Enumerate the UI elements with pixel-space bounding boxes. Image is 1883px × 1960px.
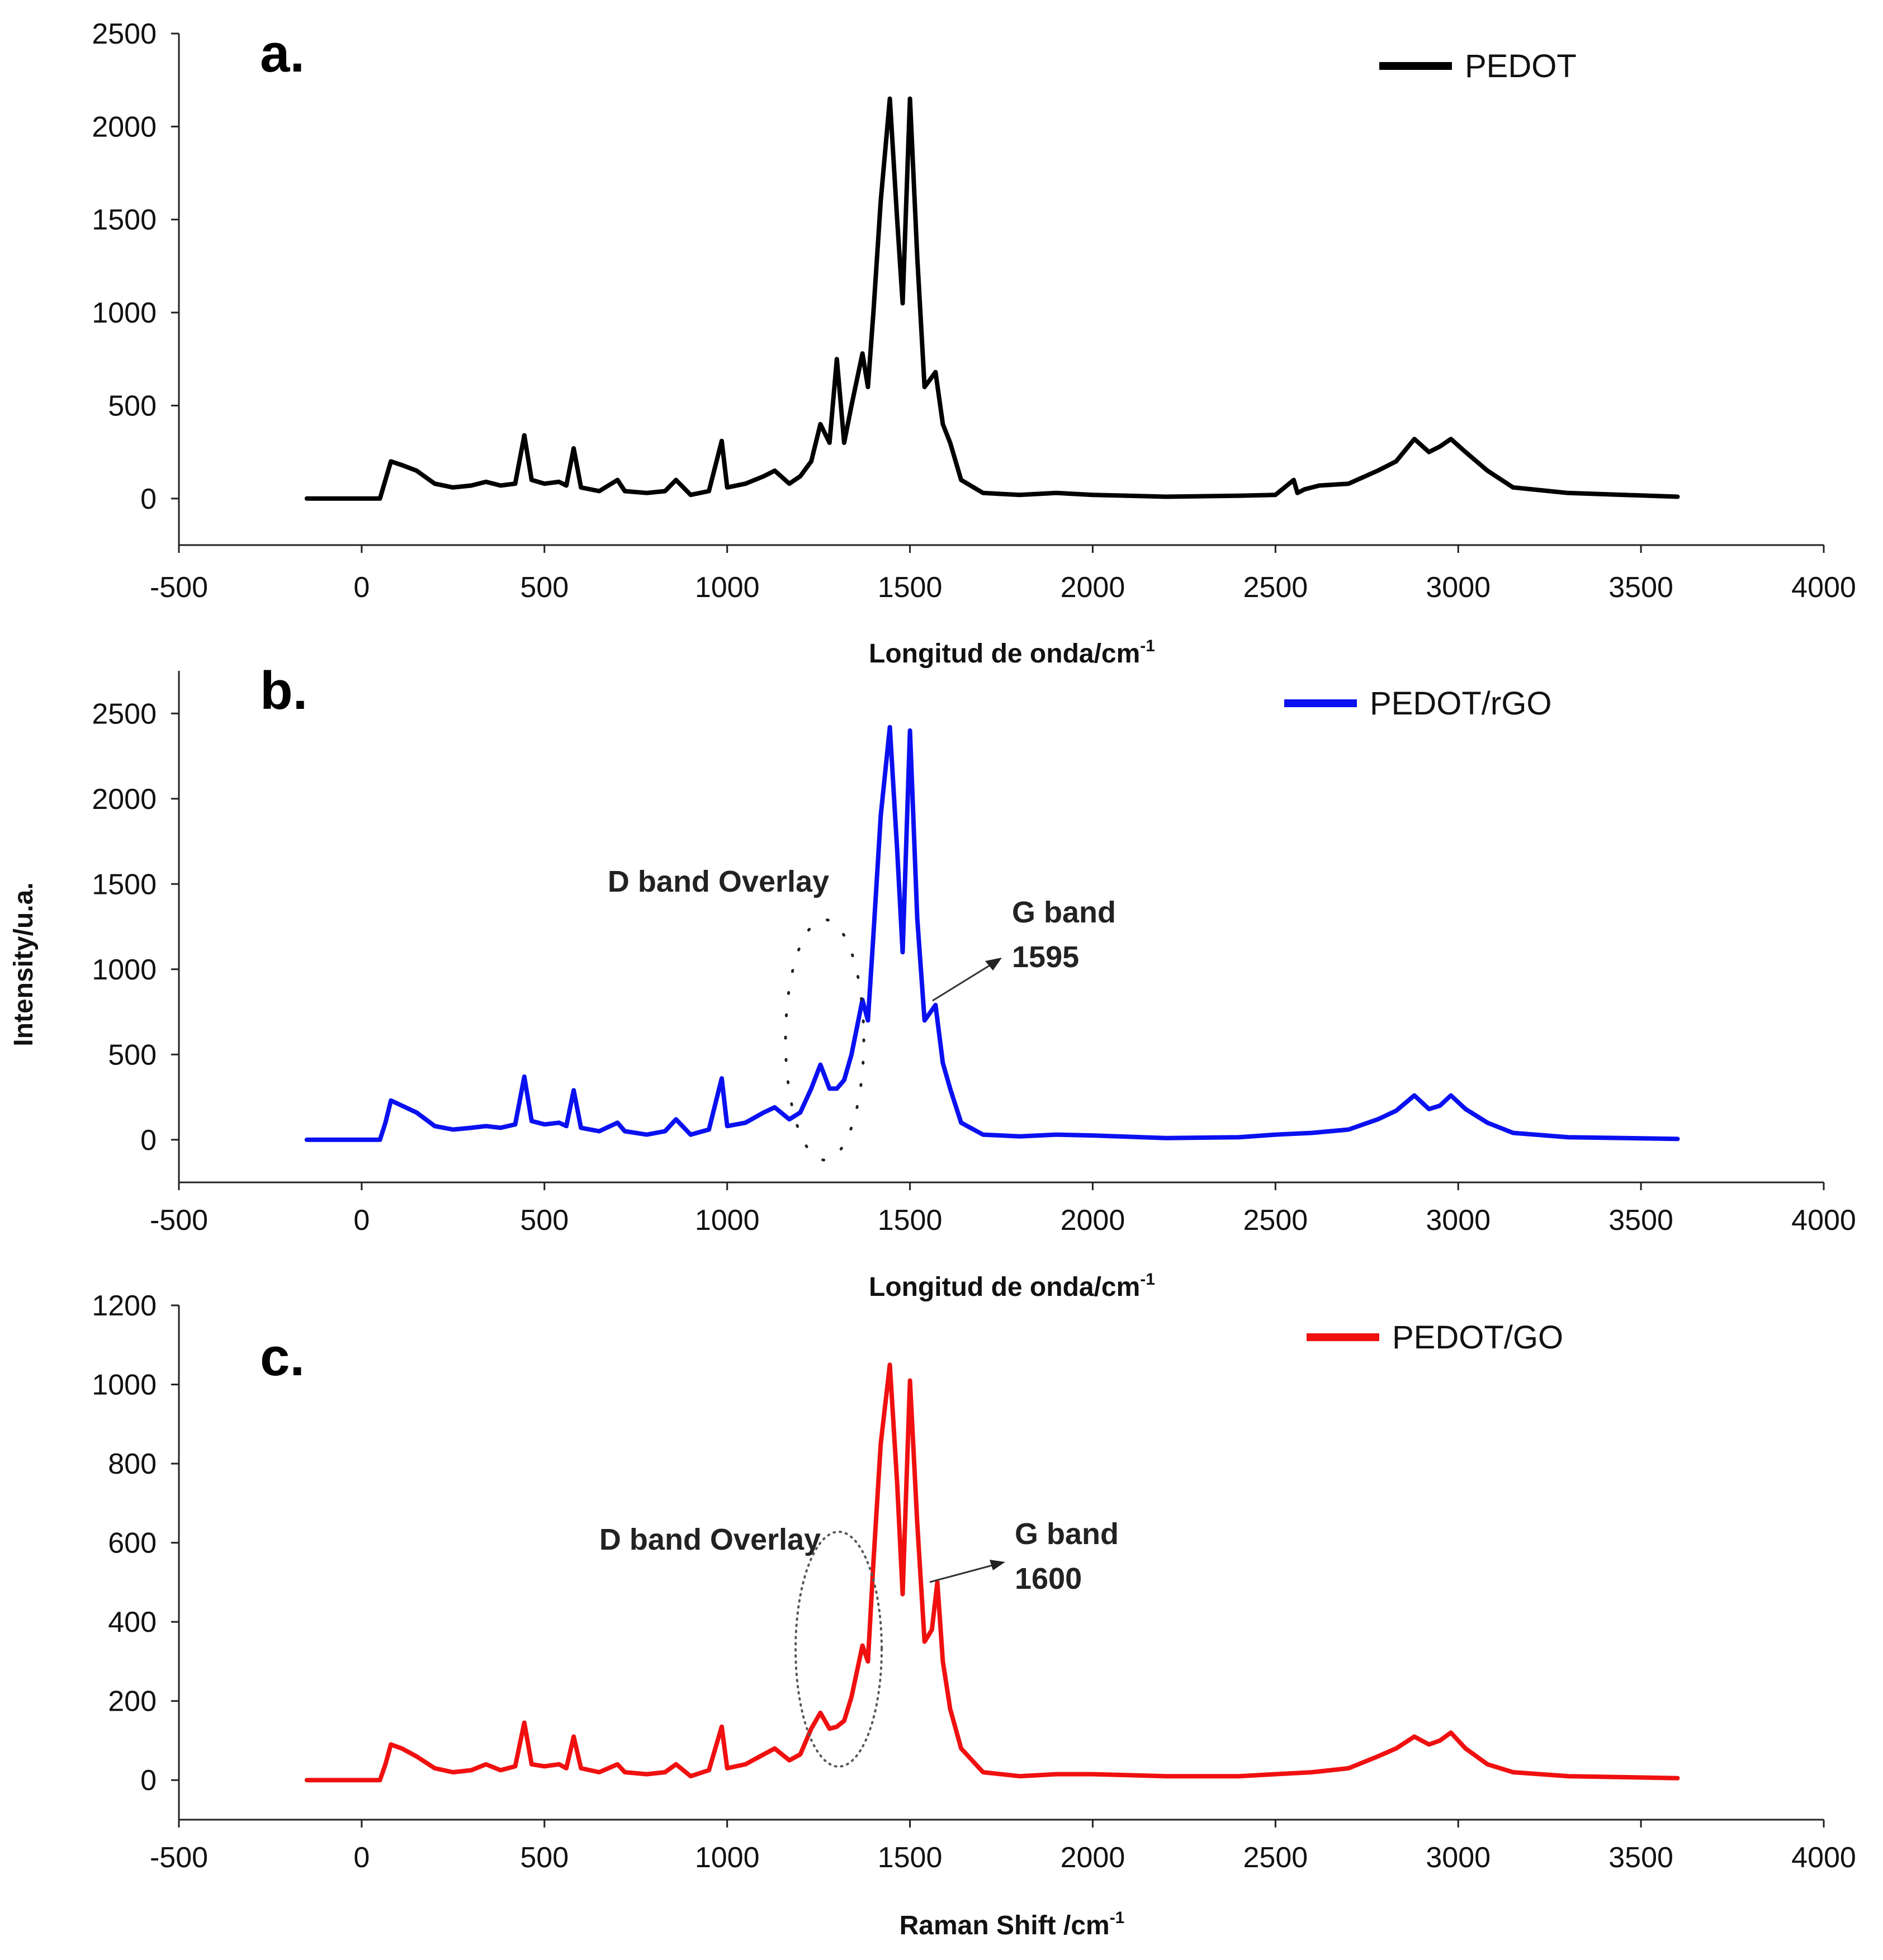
panel-b-series-line [304,725,1680,1142]
panel-a-y-tick-label: 2000 [92,111,157,143]
panel-b-x-tick-label: 4000 [1791,1204,1856,1237]
panel-a-series-line [304,96,1680,501]
panel-c-x-axis-title-text: Raman Shift /cm [900,1911,1110,1940]
panel-c-g-band-arrowhead [990,1560,1005,1570]
panel-a-x-tick-label: 4000 [1791,571,1856,604]
panel-a-plot-area [178,34,1824,546]
panel-c-series-line [304,1362,1680,1783]
panel-a-x-tick-label: 3000 [1426,571,1491,604]
panel-a-x-axis-title-sup: -1 [1140,637,1155,655]
panel-c-x-tick-label: 3000 [1426,1841,1491,1874]
panel-a-y-tick-label: 0 [140,483,157,515]
panel-b-g-band-value: 1595 [1012,940,1079,974]
panel-a-x-axis-title: Longitud de onda/cm-1 [869,637,1155,669]
panel-c-y-tick-label: 600 [108,1527,157,1560]
panel-c-y-tick-label: 400 [108,1606,157,1639]
panel-c-g-band-arrow [929,1564,993,1583]
panel-c-x-tick-label: 4000 [1791,1841,1856,1874]
panel-c-y-tick-label: 1200 [92,1290,157,1322]
panel-a-x-tick-label: 0 [353,571,370,604]
panel-c-y-tick-label: 200 [108,1686,157,1718]
panel-b-y-ticks: 0 500 1000 1500 2000 2500 [92,698,179,1157]
panel-a-x-tick-label: 3500 [1608,571,1673,604]
panel-a-x-tick-label: 1000 [695,571,760,604]
panel-b-plot-area [178,671,1824,1183]
panel-c-g-band-label: G band [1015,1517,1119,1551]
panel-b-y-tick-label: 2000 [92,783,157,816]
panel-c-x-tick-label: 1500 [878,1841,943,1874]
panel-b-x-tick-label: 3000 [1426,1204,1491,1237]
panel-a-legend-label: PEDOT [1465,48,1577,84]
panel-b-x-axis-title: Longitud de onda/cm-1 [869,1270,1155,1302]
panel-c-x-axis-title-sup: -1 [1110,1909,1125,1927]
panel-c-x-tick-label: 1000 [695,1841,760,1874]
panel-b-y-tick-label: 2500 [92,698,157,730]
panel-b-x-tick-label: 2000 [1061,1204,1125,1237]
panel-b: 0 500 1000 1500 2000 2500 -500 0 500 1000 1500 200… [92,661,1856,1302]
panel-b-d-band-ellipse [784,918,865,1162]
panel-b-x-axis-title-sup: -1 [1140,1270,1155,1289]
panel-c-x-tick-label: -500 [150,1841,208,1874]
panel-b-x-tick-label: 500 [520,1204,569,1237]
panel-c-g-band-value: 1600 [1015,1562,1082,1596]
panel-c-d-band-ellipse [794,1531,883,1768]
panel-a-y-tick-label: 2500 [92,18,157,50]
panel-c-label: c. [260,1327,305,1387]
panel-a-y-tick-label: 1000 [92,297,157,329]
panel-b-g-band-arrowhead [985,958,1002,970]
panel-b-y-tick-label: 1000 [92,954,157,986]
panel-c: 0 200 400 600 800 1000 1200 -500 0 500 1000 1500 20… [92,1290,1856,1940]
panel-b-g-band-arrow [932,964,990,1002]
panel-c-x-tick-label: 3500 [1608,1841,1673,1874]
panel-a-y-tick-label: 1500 [92,204,157,236]
panel-b-d-band-label: D band Overlay [608,865,829,898]
panel-b-y-tick-label: 0 [140,1124,157,1157]
panel-c-x-ticks: -500 0 500 1000 1500 2000 2500 3000 3500 4000 [150,1820,1856,1874]
y-axis-title: Intensity/u.a. [9,882,39,1046]
panel-a-x-tick-label: -500 [150,571,208,604]
panel-b-label: b. [260,661,307,721]
panel-c-plot-area [178,1305,1824,1821]
panel-b-x-tick-label: -500 [150,1204,208,1237]
panel-a-y-tick-label: 500 [108,390,157,422]
panel-c-x-axis-title: Raman Shift /cm-1 [900,1909,1125,1940]
panel-b-x-tick-label: 2500 [1243,1204,1308,1237]
panel-a-x-tick-label: 2500 [1243,571,1308,604]
panel-c-y-ticks: 0 200 400 600 800 1000 1200 [92,1290,179,1797]
panel-a-x-tick-label: 1500 [878,571,943,604]
panel-a-label: a. [260,23,305,83]
panel-b-x-tick-label: 1000 [695,1204,760,1237]
panel-c-y-tick-label: 0 [140,1764,157,1797]
panel-a: 0 500 1000 1500 2000 2500 -500 0 500 1000 1500 200… [92,18,1856,669]
panel-b-x-tick-label: 1500 [878,1204,943,1237]
panel-b-g-band-label: G band [1012,896,1116,929]
panel-c-y-tick-label: 800 [108,1448,157,1480]
panel-b-x-ticks: -500 0 500 1000 1500 2000 2500 3000 3500 4000 [150,1182,1856,1237]
panel-b-x-axis-title-text: Longitud de onda/cm [869,1272,1140,1302]
panel-c-x-tick-label: 500 [520,1841,569,1874]
panel-a-x-tick-label: 500 [520,571,569,604]
panel-c-x-tick-label: 0 [353,1841,370,1874]
panel-b-x-tick-label: 0 [353,1204,370,1237]
panel-c-x-tick-label: 2000 [1061,1841,1125,1874]
panel-a-x-ticks: -500 0 500 1000 1500 2000 2500 3000 3500 4000 [150,545,1856,604]
panel-c-y-tick-label: 1000 [92,1369,157,1402]
panel-b-y-tick-label: 1500 [92,868,157,901]
panel-c-legend-label: PEDOT/GO [1392,1319,1563,1356]
panel-b-y-tick-label: 500 [108,1039,157,1071]
panel-a-y-ticks: 0 500 1000 1500 2000 2500 [92,18,179,515]
panel-c-d-band-label: D band Overlay [599,1523,821,1556]
panel-b-legend-label: PEDOT/rGO [1370,685,1551,722]
panel-c-x-tick-label: 2500 [1243,1841,1308,1874]
panel-a-x-axis-title-text: Longitud de onda/cm [869,639,1140,669]
panel-b-x-tick-label: 3500 [1608,1204,1673,1237]
panel-a-x-tick-label: 2000 [1061,571,1125,604]
